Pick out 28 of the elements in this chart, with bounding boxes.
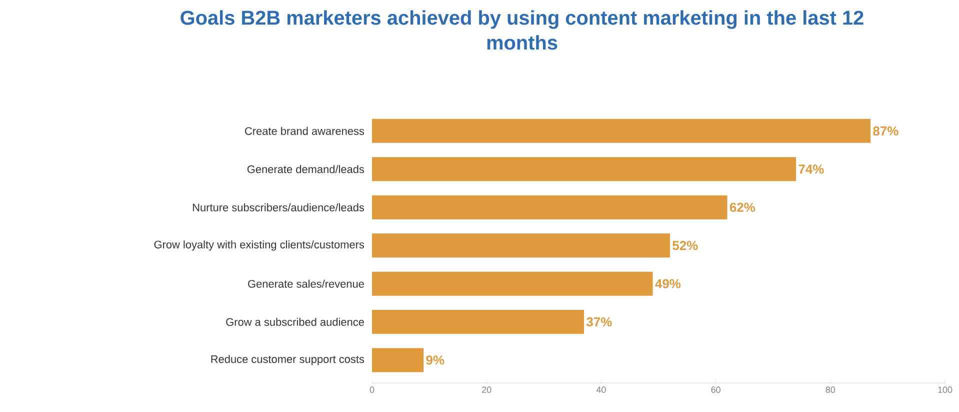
x-tick-label: 100 [938, 386, 952, 393]
x-tick-label: 60 [711, 386, 720, 393]
y-tick-label: Grow a subscribed audience [226, 318, 364, 326]
y-tick-label: Grow loyalty with existing clients/customers [154, 240, 364, 251]
data-label: 52% [672, 240, 698, 250]
data-label: 49% [655, 279, 681, 288]
data-label: 74% [798, 164, 824, 174]
y-tick-label: Create brand awareness [245, 126, 364, 135]
bar [372, 195, 728, 220]
bar [372, 118, 871, 143]
bar [372, 272, 653, 296]
x-tick-label: 20 [482, 386, 492, 393]
data-label: 9% [426, 356, 444, 365]
bar [372, 348, 424, 372]
chart-title: Goals B2B marketers achieved by using content marketing in the last 12 months [180, 10, 864, 50]
data-label: 62% [730, 202, 756, 212]
x-tick-label: 40 [596, 386, 606, 393]
bar [372, 310, 584, 334]
y-tick-label: Nurture subscribers/audience/leads [193, 203, 364, 212]
y-tick-label: Generate sales/revenue [248, 280, 364, 288]
bar [372, 157, 796, 182]
data-label: 87% [873, 126, 898, 136]
y-tick-label: Reduce customer support costs [211, 354, 364, 366]
x-tick-label: 80 [826, 386, 836, 393]
data-label: 37% [586, 317, 612, 326]
y-tick-label: Generate demand/leads [247, 165, 364, 174]
x-tick-label: 0 [370, 386, 374, 393]
bar [372, 234, 670, 258]
